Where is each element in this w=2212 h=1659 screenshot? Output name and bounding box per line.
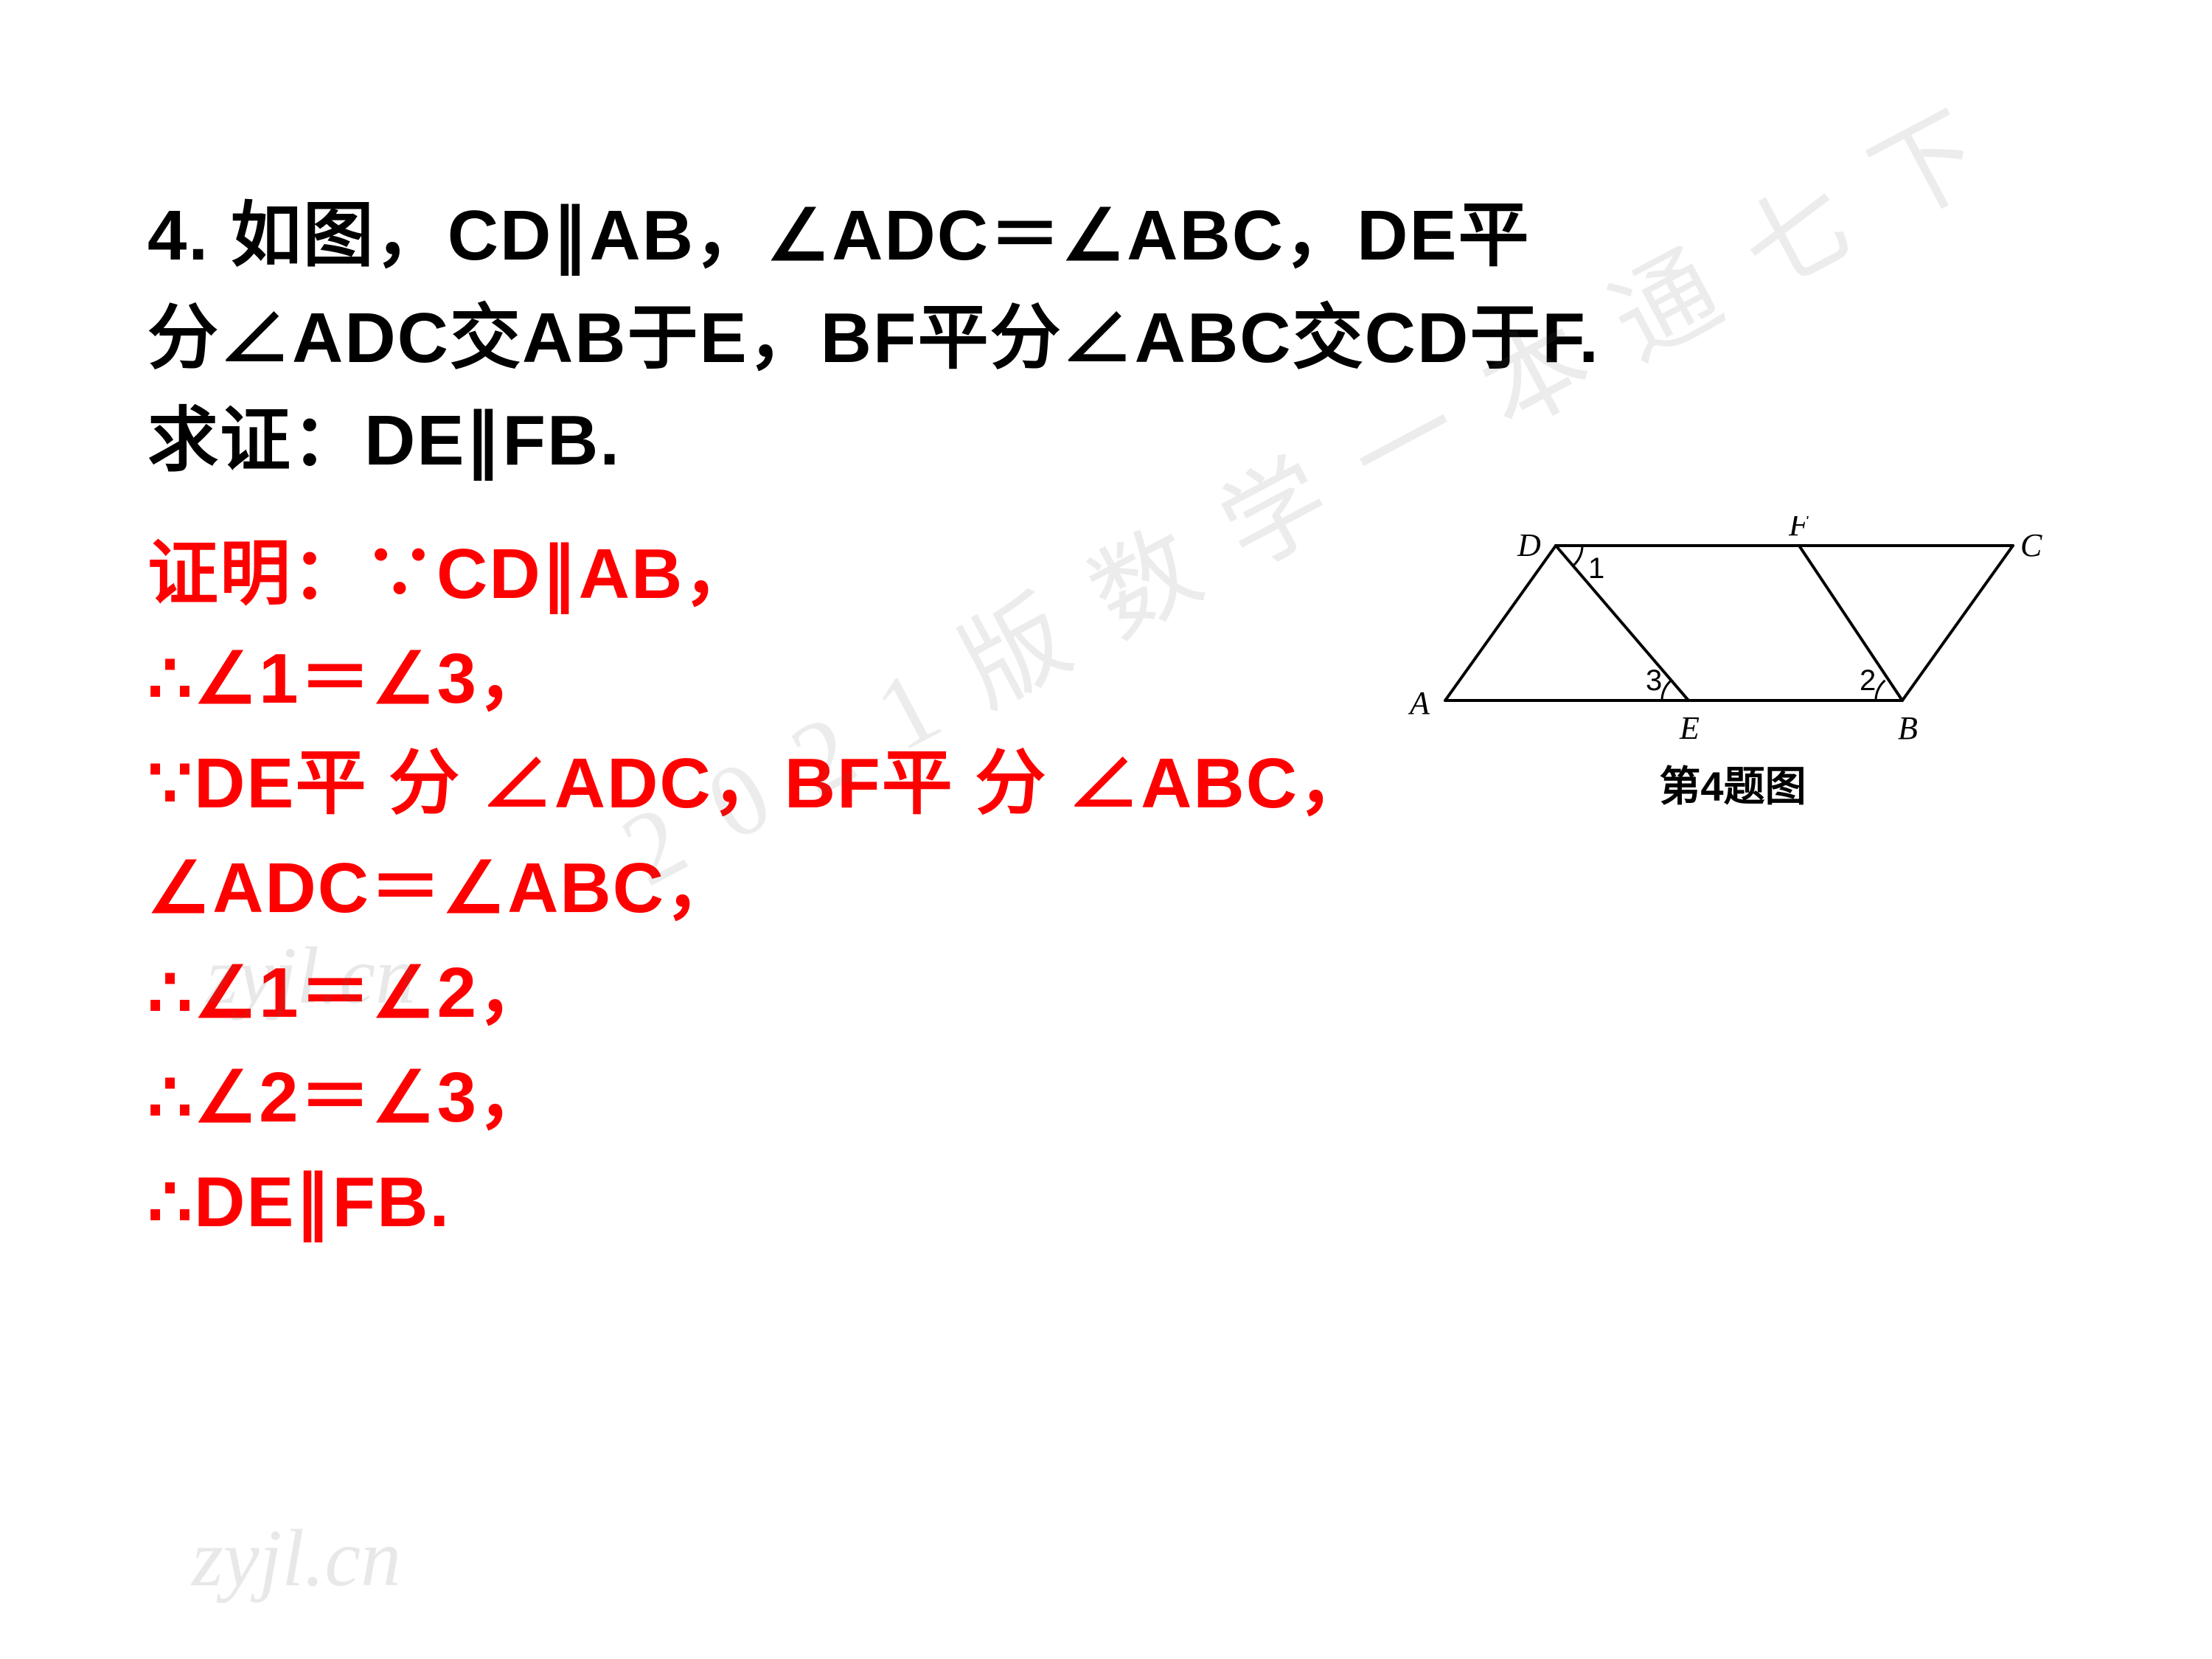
watermark-2: zyjl.cn	[192, 1512, 401, 1605]
problem-line-3: 求证：DE∥FB.	[147, 389, 2065, 492]
proof-line-4: ∠ADC＝∠ABC，	[147, 836, 2065, 941]
proof-line-7: ∴DE∥FB.	[147, 1150, 2065, 1255]
problem-line-1: 4. 如图，CD∥AB，∠ADC＝∠ABC，DE平	[147, 184, 2065, 287]
geometry-figure: D F C A E B 1 3 2	[1401, 516, 2065, 745]
figure-container: D F C A E B 1 3 2 第4题图	[1401, 516, 2065, 813]
svg-text:D: D	[1517, 527, 1541, 563]
svg-text:E: E	[1679, 710, 1700, 745]
svg-text:1: 1	[1588, 552, 1604, 585]
svg-text:2: 2	[1860, 664, 1876, 697]
figure-caption: 第4题图	[1401, 754, 2065, 813]
proof-line-5: ∴∠1＝∠2，	[147, 941, 2065, 1046]
svg-text:3: 3	[1646, 664, 1662, 697]
proof-line-6: ∴∠2＝∠3，	[147, 1046, 2065, 1150]
problem-line-2: 分∠ADC交AB于E，BF平分∠ABC交CD于F.	[147, 287, 2065, 389]
problem-statement: 4. 如图，CD∥AB，∠ADC＝∠ABC，DE平 分∠ADC交AB于E，BF平…	[147, 184, 2065, 493]
svg-text:A: A	[1408, 685, 1430, 721]
svg-text:C: C	[2020, 527, 2042, 563]
svg-text:F: F	[1788, 516, 1809, 543]
svg-text:B: B	[1898, 710, 1918, 745]
